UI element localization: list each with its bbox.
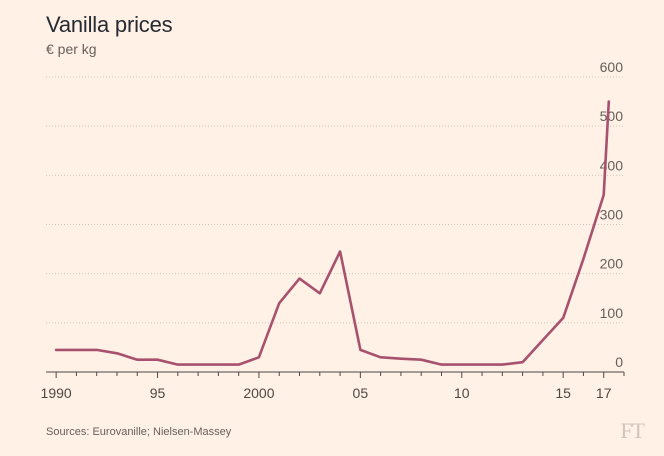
x-tick-label: 17	[596, 385, 612, 401]
x-tick-label: 2000	[243, 385, 274, 401]
y-tick-label: 100	[600, 305, 624, 321]
x-axis: 1990 95 2000 05 10 15 17	[41, 371, 625, 401]
y-tick-label: 200	[600, 256, 624, 272]
y-tick-label: 400	[600, 157, 624, 173]
y-tick-label: 500	[600, 108, 624, 124]
y-tick-label: 0	[615, 354, 623, 370]
y-tick-label: 600	[600, 59, 624, 75]
series-layer	[54, 100, 611, 366]
x-tick-label: 1990	[41, 385, 72, 401]
source-note: Sources: Eurovanille; Nielsen-Massey	[46, 426, 232, 438]
ft-logo: FT	[620, 418, 645, 443]
x-tick-label: 15	[555, 385, 571, 401]
y-tick-label: 300	[600, 207, 624, 223]
x-tick-label: 10	[454, 385, 470, 401]
series-line	[54, 100, 611, 366]
gridlines	[46, 76, 624, 324]
y-axis-ticks: 0 100 200 300 400 500 600	[600, 59, 624, 370]
x-tick-label: 05	[353, 385, 369, 401]
chart-title: Vanilla prices	[46, 12, 173, 37]
x-tick-label: 95	[150, 385, 166, 401]
chart-subtitle: € per kg	[46, 41, 97, 57]
